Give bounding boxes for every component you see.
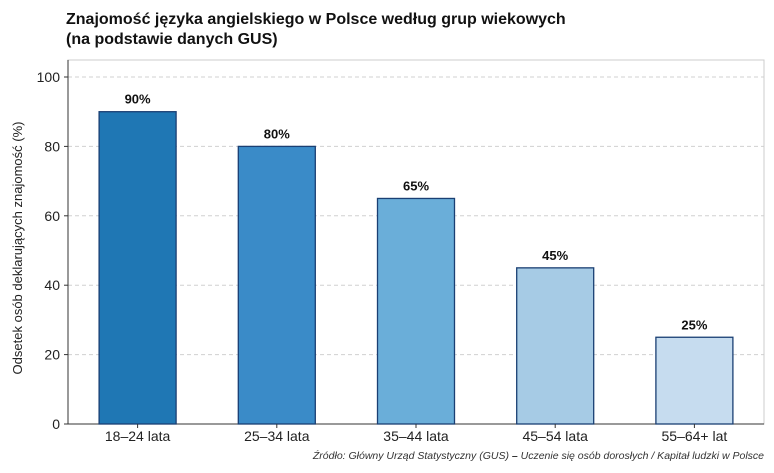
bar-4 bbox=[516, 267, 595, 425]
x-tick-label-4: 45–54 lata bbox=[522, 428, 588, 444]
y-tick-label: 100 bbox=[37, 69, 61, 85]
bar-5 bbox=[655, 336, 734, 425]
x-tick-label-5: 55–64+ lat bbox=[662, 428, 728, 444]
bar-3 bbox=[376, 197, 456, 425]
chart-title-line-2: (na podstawie danych GUS) bbox=[66, 31, 278, 48]
y-axis-label: Odsetek osób deklarujących znajomość (%) bbox=[10, 122, 25, 375]
y-tick-label: 80 bbox=[44, 138, 60, 154]
source-prefix: Źródło: Główny Urząd Statystyczny (GUS) bbox=[312, 450, 512, 462]
source-rest: Uczenie się osób dorosłych / Kapitał lud… bbox=[517, 450, 764, 462]
x-tick-label-1: 18–24 lata bbox=[105, 428, 171, 444]
data-label-5: 25% bbox=[681, 317, 707, 332]
source-dash: – bbox=[511, 450, 518, 462]
y-tick-label: 0 bbox=[52, 416, 60, 432]
bar-1 bbox=[98, 111, 177, 425]
chart-title: Znajomość języka angielskiego w Polsce w… bbox=[66, 10, 566, 50]
y-tick-label: 60 bbox=[44, 208, 60, 224]
data-label-2: 80% bbox=[264, 126, 290, 141]
y-tick-label: 40 bbox=[44, 277, 60, 293]
data-label-1: 90% bbox=[125, 92, 151, 107]
chart-title-line-1: Znajomość języka angielskiego w Polsce w… bbox=[66, 11, 566, 28]
y-tick-label: 20 bbox=[44, 347, 60, 363]
x-tick-label-2: 25–34 lata bbox=[244, 428, 310, 444]
data-label-3: 65% bbox=[403, 178, 429, 193]
x-tick-label-3: 35–44 lata bbox=[383, 428, 449, 444]
data-label-4: 45% bbox=[542, 248, 568, 263]
source-note: Źródło: Główny Urząd Statystyczny (GUS) … bbox=[313, 450, 764, 462]
bar-2 bbox=[237, 145, 316, 425]
